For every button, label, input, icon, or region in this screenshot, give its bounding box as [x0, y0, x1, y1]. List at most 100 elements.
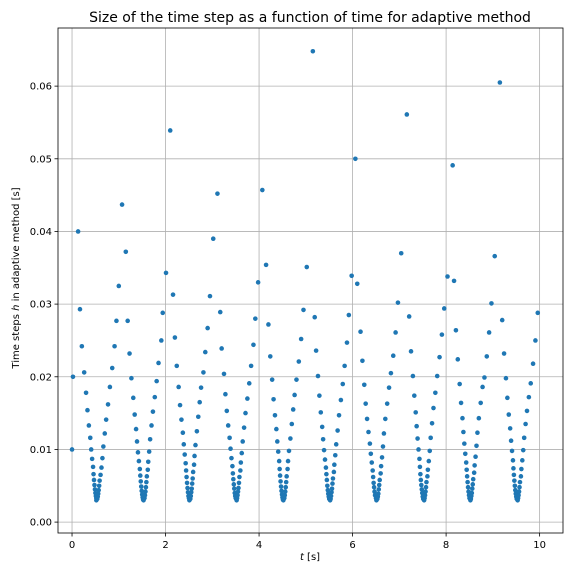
data-point	[414, 423, 419, 429]
data-point	[129, 375, 134, 381]
data-point	[112, 343, 117, 349]
data-point	[207, 293, 213, 299]
data-point	[457, 381, 462, 387]
data-point	[371, 484, 377, 490]
data-point	[419, 482, 424, 488]
data-point	[506, 412, 512, 417]
data-point	[152, 394, 158, 400]
data-point	[530, 361, 536, 366]
x-tick-label: 2	[162, 540, 168, 551]
data-point	[288, 436, 293, 441]
data-point	[145, 467, 151, 473]
data-point	[358, 329, 363, 335]
data-point	[335, 428, 340, 433]
data-point	[388, 370, 394, 376]
data-point	[417, 456, 422, 462]
data-point	[423, 489, 428, 494]
data-point	[461, 429, 466, 435]
data-point	[524, 408, 530, 414]
data-point	[427, 448, 433, 454]
data-point	[92, 487, 98, 492]
data-point	[501, 351, 507, 356]
data-point	[320, 436, 326, 442]
data-point	[321, 447, 327, 453]
data-point	[154, 378, 159, 384]
data-point	[189, 486, 195, 491]
data-point	[276, 458, 282, 464]
data-point	[393, 330, 398, 335]
data-point	[424, 479, 429, 485]
data-point	[512, 483, 518, 489]
data-point	[415, 436, 420, 441]
data-point	[472, 463, 477, 468]
data-point	[423, 484, 429, 490]
data-point	[139, 488, 144, 494]
data-point	[156, 360, 161, 366]
data-point	[390, 353, 396, 359]
data-point	[380, 444, 386, 449]
data-point	[246, 381, 252, 386]
data-point	[364, 416, 370, 422]
data-point	[136, 458, 142, 464]
data-point	[328, 493, 334, 499]
data-point	[96, 483, 102, 489]
data-point	[410, 373, 416, 379]
data-point	[325, 487, 331, 493]
data-point	[201, 370, 206, 375]
data-point	[395, 300, 401, 305]
data-point	[184, 474, 189, 480]
data-point	[135, 450, 141, 455]
y-axis-label-suffix: in adaptive method [s]	[11, 187, 22, 304]
data-point	[497, 80, 503, 85]
data-point	[378, 471, 383, 476]
data-point	[150, 409, 156, 414]
data-point	[292, 392, 297, 398]
data-point	[277, 473, 283, 478]
x-axis-label-suffix: [s]	[304, 552, 320, 563]
data-point	[114, 318, 119, 324]
y-tick-label: 0.02	[30, 372, 52, 383]
data-point	[433, 390, 438, 396]
data-point	[313, 348, 319, 353]
data-point	[231, 476, 236, 482]
data-point	[79, 343, 85, 349]
data-point	[89, 456, 95, 462]
data-point	[416, 447, 421, 452]
data-point	[198, 385, 204, 390]
data-point	[277, 466, 282, 472]
data-point	[267, 354, 273, 359]
ticks-layer: 0 2 4 6 8 10 0.00 0.01 0.02 0.03 0.04 0.05 0.06	[30, 82, 546, 551]
data-point	[282, 492, 288, 498]
data-point	[230, 471, 236, 476]
data-point	[182, 452, 188, 457]
data-point	[437, 354, 442, 360]
data-point	[465, 479, 470, 485]
data-point	[318, 410, 324, 415]
data-point	[223, 391, 228, 397]
data-point	[431, 405, 436, 411]
data-point	[376, 487, 382, 492]
data-point	[221, 371, 227, 377]
data-point	[282, 489, 288, 494]
data-point	[330, 481, 335, 486]
data-point	[284, 474, 289, 479]
data-point	[238, 468, 243, 473]
y-tick-label: 0.04	[30, 227, 52, 238]
data-point	[349, 273, 354, 279]
data-point	[520, 447, 526, 453]
data-point	[381, 431, 387, 436]
data-point	[513, 487, 518, 493]
data-point	[147, 436, 153, 442]
data-point	[379, 455, 385, 460]
data-point	[371, 480, 376, 486]
data-point	[91, 477, 97, 483]
data-point	[275, 449, 281, 454]
data-point	[248, 363, 254, 369]
data-point	[230, 463, 235, 469]
data-point	[172, 335, 178, 340]
data-point	[324, 477, 330, 483]
points-layer	[69, 48, 541, 503]
data-point	[473, 454, 478, 460]
